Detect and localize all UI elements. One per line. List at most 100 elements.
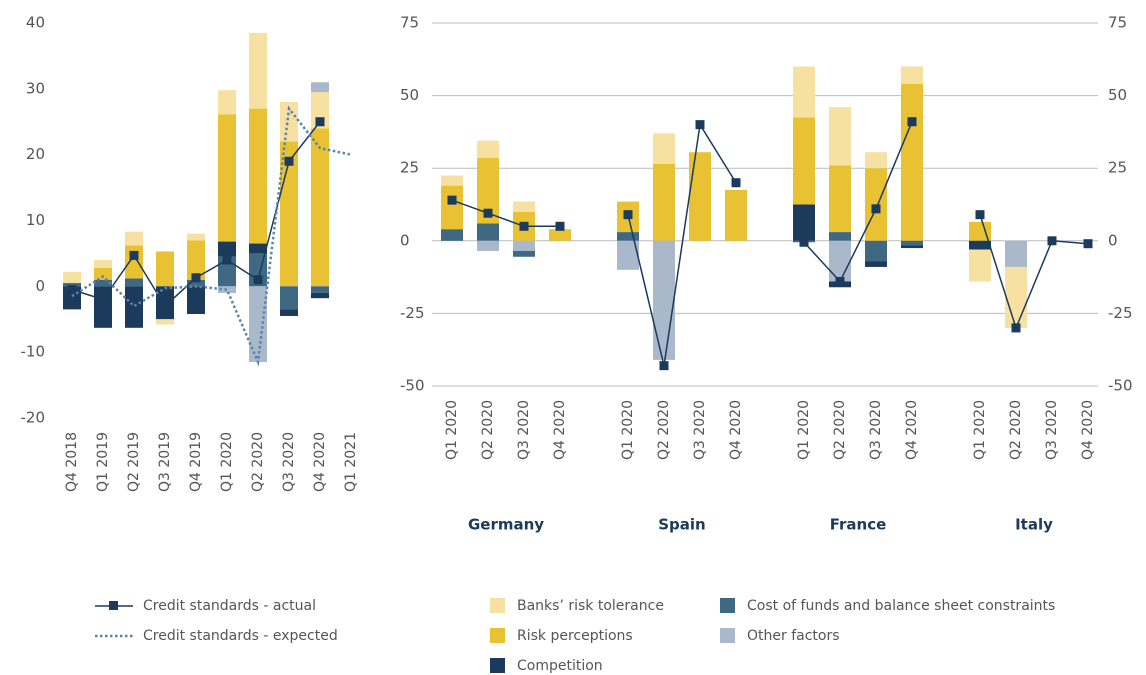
bar-segment (901, 240, 923, 246)
bar-segment (311, 292, 329, 299)
bar-segment (311, 128, 329, 287)
line-marker (519, 221, 529, 231)
y2-tick-label: 50 (1108, 86, 1127, 104)
bar-segment (829, 240, 851, 282)
line-marker (1011, 323, 1021, 333)
line-marker (975, 210, 985, 220)
bar-segment (125, 286, 143, 328)
bar-segment (513, 250, 535, 257)
bar-segment (793, 66, 815, 118)
legend-label: Risk perceptions (517, 628, 633, 644)
line-marker (253, 275, 263, 285)
bar-segment (865, 261, 887, 267)
y-tick-label: 50 (400, 86, 419, 104)
legend-swatch (490, 598, 505, 613)
bar-segment (156, 251, 174, 287)
line (71, 105, 352, 367)
line-marker (67, 285, 77, 295)
bar-segment (793, 204, 815, 241)
y-tick-label: 25 (400, 159, 419, 177)
bar-segment (477, 223, 499, 241)
x-tick-label: Q4 2018 (64, 432, 80, 492)
line-marker (835, 276, 845, 286)
bar-segment (218, 241, 236, 257)
y-tick-label: 75 (400, 14, 419, 32)
line-marker (1047, 236, 1057, 246)
bar-segment (653, 133, 675, 164)
line (803, 121, 913, 283)
bar-segment (477, 240, 499, 251)
bar-segment (617, 240, 639, 270)
line-marker (315, 117, 325, 127)
bar-segment (477, 140, 499, 159)
x-tick-label: Q1 2020 (972, 400, 988, 460)
bar-segment (969, 221, 991, 241)
x-tick-label: Q2 2019 (126, 432, 142, 492)
line-marker (799, 237, 809, 247)
line-marker (284, 156, 294, 166)
line-marker (871, 204, 881, 214)
bar-segment (63, 271, 81, 284)
bar-segment (218, 286, 236, 293)
y-tick-label: -25 (400, 304, 425, 322)
y-tick-label: -10 (21, 343, 46, 361)
bar-segment (617, 232, 639, 241)
bar-segment (865, 240, 887, 262)
legend-swatch (720, 628, 735, 643)
y2-tick-label: 75 (1108, 14, 1127, 32)
bar-segment (218, 90, 236, 115)
x-tick-label: Q4 2019 (188, 432, 204, 492)
x-tick-label: Q3 2020 (692, 400, 708, 460)
legend-swatch (720, 598, 735, 613)
legend-label: Banks’ risk tolerance (517, 598, 664, 614)
bar-segment (829, 165, 851, 233)
bar-segment (441, 175, 463, 186)
bar-segment (218, 114, 236, 242)
y-tick-label: 0 (400, 231, 410, 249)
line-marker (907, 117, 917, 127)
y2-tick-label: 25 (1108, 159, 1127, 177)
line-marker (1083, 239, 1093, 249)
bar-segment (311, 286, 329, 293)
x-tick-label: Q4 2020 (1080, 400, 1096, 460)
line-marker (623, 210, 633, 220)
bar-segment (689, 152, 711, 241)
x-tick-label: Q2 2020 (250, 432, 266, 492)
line-marker (98, 295, 108, 304)
bar-segment (725, 189, 747, 241)
group-label: Italy (1015, 516, 1053, 534)
bar-segment (187, 279, 205, 287)
bar-segment (94, 279, 112, 287)
bar-segment (156, 319, 174, 325)
bar-segment (249, 286, 267, 363)
bar-segment (94, 286, 112, 328)
x-tick-label: Q4 2020 (312, 432, 328, 492)
line-marker (659, 361, 669, 371)
bar-segment (829, 107, 851, 166)
x-tick-label: Q3 2020 (516, 400, 532, 460)
x-tick-label: Q4 2020 (728, 400, 744, 460)
y2-tick-label: -50 (1108, 377, 1133, 395)
line (627, 122, 737, 366)
x-tick-label: Q1 2021 (343, 432, 359, 492)
line-marker (447, 195, 457, 205)
legend-label: Competition (517, 658, 603, 674)
legend-swatch (490, 658, 505, 673)
x-tick-label: Q3 2020 (281, 432, 297, 492)
y-tick-label: 40 (26, 14, 45, 32)
bar-segment (441, 229, 463, 241)
line (451, 199, 560, 228)
legend-label: Credit standards - expected (143, 628, 338, 644)
y-tick-label: 20 (26, 145, 45, 163)
x-tick-label: Q2 2020 (480, 400, 496, 460)
x-tick-label: Q4 2020 (904, 400, 920, 460)
line-marker (160, 301, 170, 311)
bar-segment (513, 240, 535, 251)
legend-marker (109, 601, 118, 610)
bar-segment (187, 240, 205, 280)
bar-segment (187, 233, 205, 241)
y2-tick-label: -25 (1108, 304, 1133, 322)
group-label: France (830, 516, 887, 534)
y-tick-label: 30 (26, 79, 45, 97)
